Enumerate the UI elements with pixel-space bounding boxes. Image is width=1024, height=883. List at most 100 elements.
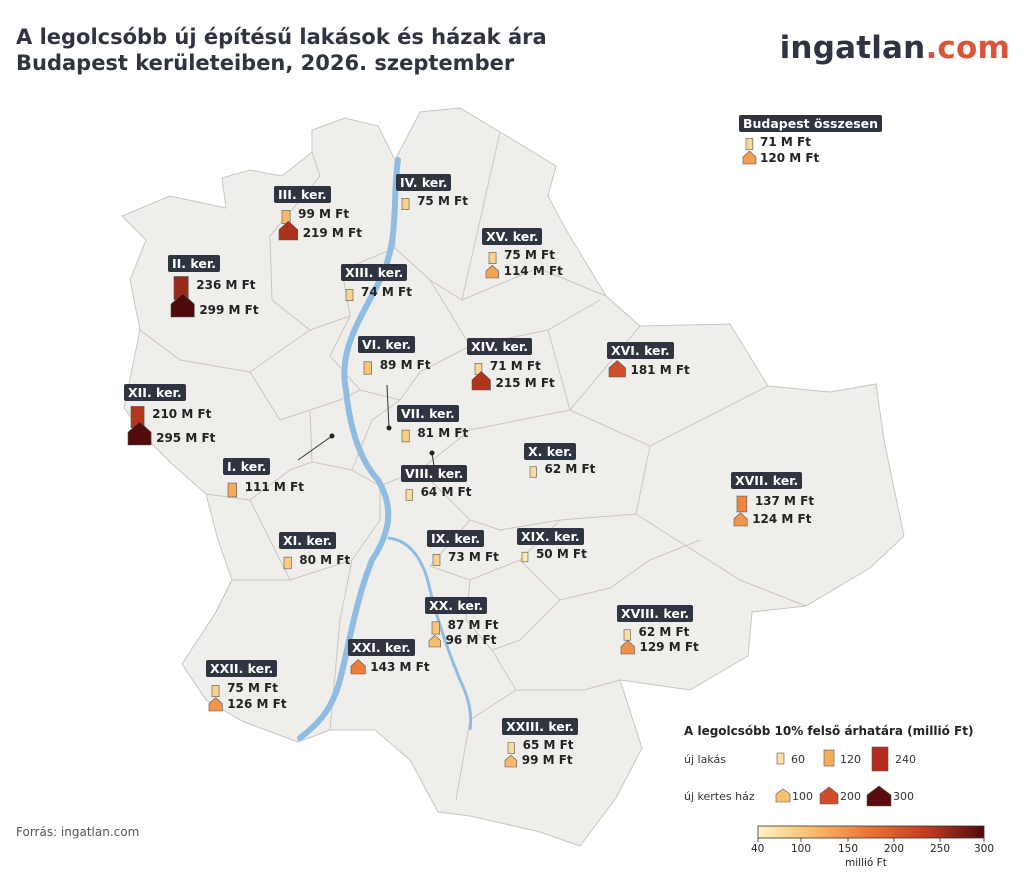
- leader-dots: [329, 425, 435, 456]
- haz-symbol-xv: [485, 264, 499, 279]
- haz-price-xxiii: 99 M Ft: [521, 753, 573, 767]
- haz-symbol-iii: [278, 220, 299, 241]
- legend-haz-100: [775, 788, 791, 803]
- total-label: Budapest összesen: [739, 115, 883, 132]
- district-label-i: I. ker.: [223, 458, 271, 475]
- district-label-xi: XI. ker.: [279, 532, 336, 549]
- district-label-xiii: XIII. ker.: [341, 264, 408, 281]
- haz-symbol-xxiii: [504, 754, 518, 768]
- total-haz-price: 120 M Ft: [760, 151, 820, 165]
- lakas-price-xxiii: 65 M Ft: [522, 738, 574, 752]
- district-label-xix: XIX. ker.: [517, 528, 584, 545]
- total-lakas-price: 71 M Ft: [760, 135, 811, 149]
- lakas-price-iii: 99 M Ft: [298, 207, 350, 221]
- district-label-xviii: XVIII. ker.: [617, 605, 693, 622]
- lakas-price-xx: 87 M Ft: [447, 618, 499, 632]
- legend-haz-label: új kertes ház: [684, 790, 755, 803]
- haz-price-ii: 299 M Ft: [199, 303, 259, 317]
- soroksar-danube: [387, 536, 473, 731]
- legend-haz-value-2: 200: [840, 790, 861, 803]
- haz-price-iii: 219 M Ft: [302, 226, 362, 240]
- lakas-price-xii: 210 M Ft: [152, 407, 212, 421]
- haz-price-xxi: 143 M Ft: [370, 660, 430, 674]
- legend-lakas-value-3: 240: [895, 753, 916, 766]
- colorbar: [757, 825, 985, 839]
- haz-symbol-xvii: [733, 512, 748, 527]
- haz-price-xv: 114 M Ft: [503, 264, 563, 278]
- haz-symbol-ii: [170, 293, 195, 318]
- colorbar-tick-100: 100: [791, 843, 812, 855]
- haz-symbol-xii: [127, 421, 152, 446]
- lakas-price-xv: 75 M Ft: [504, 248, 555, 262]
- haz-price-xxii: 126 M Ft: [227, 697, 287, 711]
- lakas-symbol-x: [529, 466, 537, 478]
- lakas-price-iv: 75 M Ft: [417, 194, 468, 208]
- ingatlan-logo: ingatlan.com: [780, 30, 1010, 66]
- lakas-price-ix: 73 M Ft: [447, 550, 499, 564]
- district-label-xvii: XVII. ker.: [731, 472, 803, 489]
- lakas-symbol-vi: [363, 361, 372, 375]
- source-note: Forrás: ingatlan.com: [16, 825, 140, 839]
- lakas-price-xiii: 74 M Ft: [361, 285, 412, 299]
- legend-haz-value-1: 100: [792, 790, 813, 803]
- district-label-xii: XII. ker.: [124, 384, 186, 401]
- district-label-vii: VII. ker.: [397, 405, 459, 422]
- district-label-iii: III. ker.: [274, 186, 331, 203]
- legend-lakas-value-1: 60: [791, 753, 805, 766]
- lakas-symbol-xxiii: [507, 742, 515, 754]
- district-label-xiv: XIV. ker.: [467, 338, 533, 355]
- lakas-symbol-xix: [521, 551, 529, 563]
- colorbar-tick-150: 150: [838, 843, 859, 855]
- district-label-xxiii: XXIII. ker.: [502, 718, 578, 735]
- district-label-xx: XX. ker.: [425, 597, 487, 614]
- lakas-symbol-viii: [405, 489, 413, 501]
- lakas-symbol-xx: [431, 621, 440, 635]
- city-outline: [121, 107, 905, 847]
- logo-tld: .com: [925, 30, 1010, 66]
- district-label-viii: VIII. ker.: [401, 465, 468, 482]
- total-lakas-symbol: [745, 138, 754, 150]
- district-label-ix: IX. ker.: [427, 530, 484, 547]
- colorbar-ticks: [757, 838, 985, 842]
- haz-symbol-xviii: [620, 640, 635, 655]
- price-symbols: [127, 138, 757, 768]
- lakas-price-xxii: 75 M Ft: [227, 681, 278, 695]
- lakas-price-vi: 89 M Ft: [379, 358, 431, 372]
- haz-symbol-xx: [428, 635, 441, 648]
- legend-lakas-240: [871, 746, 889, 772]
- district-label-x: X. ker.: [524, 443, 577, 460]
- haz-price-xvi: 181 M Ft: [630, 363, 690, 377]
- lakas-symbol-xv: [488, 252, 497, 265]
- legend-title: A legolcsóbb 10% felső árhatára (millió …: [684, 724, 974, 738]
- legend-symbols: [775, 746, 892, 807]
- lakas-price-viii: 64 M Ft: [420, 485, 472, 499]
- colorbar-tick-200: 200: [884, 843, 905, 855]
- haz-price-xviii: 129 M Ft: [639, 640, 699, 654]
- district-label-vi: VI. ker.: [358, 336, 416, 353]
- haz-symbol-xvi: [608, 360, 626, 378]
- legend-lakas-120: [823, 749, 835, 767]
- colorbar-tick-300: 300: [974, 843, 995, 855]
- page-title: A legolcsóbb új építésű lakások és házak…: [16, 24, 547, 76]
- legend-haz-300: [866, 785, 892, 807]
- lakas-price-i: 111 M Ft: [244, 480, 304, 494]
- lakas-symbol-iv: [401, 198, 410, 211]
- district-label-xv: XV. ker.: [482, 228, 543, 245]
- lakas-price-xviii: 62 M Ft: [638, 625, 690, 639]
- haz-symbol-xiv: [471, 371, 491, 391]
- lakas-price-xiv: 71 M Ft: [489, 359, 541, 373]
- lakas-price-xix: 50 M Ft: [535, 547, 587, 561]
- total-haz-symbol: [742, 150, 757, 165]
- legend-haz-value-3: 300: [893, 790, 914, 803]
- legend-lakas-value-2: 120: [840, 753, 861, 766]
- lakas-price-x: 62 M Ft: [544, 462, 596, 476]
- lakas-symbol-xvii: [736, 495, 748, 513]
- lakas-symbol-ix: [432, 554, 441, 566]
- title-line-1: A legolcsóbb új építésű lakások és házak…: [16, 25, 547, 49]
- haz-price-xx: 96 M Ft: [445, 633, 497, 647]
- logo-main: ingatlan: [779, 30, 926, 66]
- colorbar-label: millió Ft: [845, 857, 887, 869]
- district-label-ii: II. ker.: [168, 255, 220, 272]
- legend-lakas-60: [776, 752, 785, 765]
